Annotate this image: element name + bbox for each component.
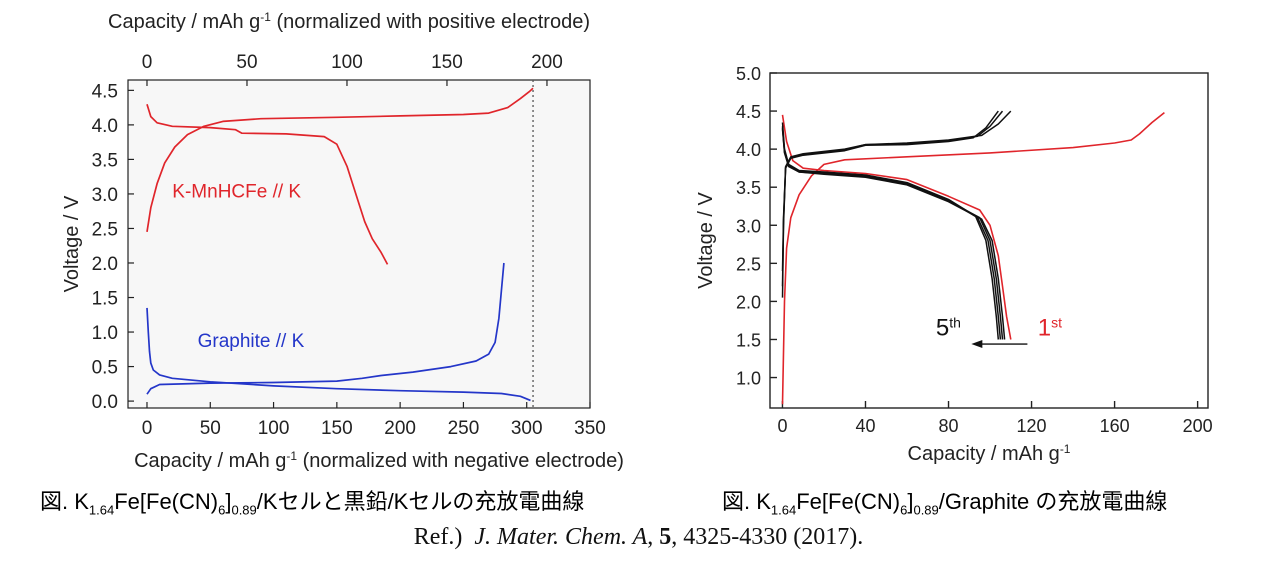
x-tick-label: 100 <box>258 418 290 439</box>
series-line-2 <box>146 103 389 265</box>
cycle-label: 5th <box>936 315 961 342</box>
y-tick-label: 2.0 <box>736 292 761 312</box>
series-annotation: K-MnHCFe // K <box>172 181 301 202</box>
series-line-3 <box>146 307 531 402</box>
y-axis-label: Voltage / V <box>695 191 717 288</box>
y-tick-label: 2.5 <box>736 254 761 274</box>
top-x-tick-label: 50 <box>236 52 257 73</box>
top-x-axis-label: Capacity / mAh g-1 (normalized with posi… <box>108 10 590 33</box>
x-tick-label: 0 <box>142 418 153 439</box>
plot-frame <box>127 79 591 409</box>
x-tick-label: 350 <box>574 418 606 439</box>
top-x-tick-label: 200 <box>531 52 563 73</box>
x-tick-label: 120 <box>1017 416 1047 436</box>
x-tick-label: 80 <box>939 416 959 436</box>
left-chart: 0 50 100 150 200 250 300 350 0 50 100 150 200 0.0 0.5 1… <box>61 10 624 472</box>
left-caption: 図. K1.64Fe[Fe(CN)6]0.89/Kセルと黒鉛/Kセルの充放電曲線 <box>40 489 585 518</box>
y-tick-label: 0.5 <box>92 358 118 379</box>
series-line-5 <box>781 110 1012 272</box>
series-line-1 <box>781 111 1165 405</box>
series-annotation: Graphite // K <box>198 331 305 352</box>
series-line-4 <box>146 262 505 395</box>
y-axis-label: Voltage / V <box>61 195 83 292</box>
top-x-tick-label: 100 <box>331 52 363 73</box>
cycle-arrow-head <box>971 340 983 349</box>
cycle-label: 1st <box>1038 315 1062 342</box>
x-tick-label: 200 <box>1183 416 1213 436</box>
y-tick-label: 1.0 <box>92 323 118 344</box>
y-tick-label: 2.0 <box>92 254 118 275</box>
x-tick-label: 0 <box>777 416 787 436</box>
reference-line: Ref.) J. Mater. Chem. A, 5, 4325-4330 (2… <box>413 524 864 550</box>
right-caption: 図. K1.64Fe[Fe(CN)6]0.89/Graphite の充放電曲線 <box>722 489 1168 518</box>
y-tick-label: 5.0 <box>736 64 761 84</box>
x-tick-label: 300 <box>511 418 543 439</box>
series-line-2 <box>781 114 1012 340</box>
x-tick-label: 160 <box>1100 416 1130 436</box>
top-x-tick-label: 150 <box>431 52 463 73</box>
x-tick-label: 50 <box>200 418 221 439</box>
y-tick-label: 1.5 <box>736 330 761 350</box>
y-tick-label: 0.0 <box>92 392 118 413</box>
top-x-tick-label: 0 <box>142 52 153 73</box>
right-chart: 0 40 80 120 160 200 1.0 1.5 2.0 2.5 3.0 3.5 4.0 4.5 5.… <box>695 64 1213 465</box>
y-tick-label: 2.5 <box>92 219 118 240</box>
y-tick-label: 4.5 <box>736 102 761 122</box>
y-tick-label: 4.0 <box>92 116 118 137</box>
y-tick-label: 4.0 <box>736 140 761 160</box>
y-tick-label: 1.5 <box>92 289 118 310</box>
x-tick-label: 250 <box>448 418 480 439</box>
x-tick-label: 200 <box>384 418 416 439</box>
x-tick-label: 150 <box>321 418 353 439</box>
series-line-9 <box>781 129 1006 340</box>
y-tick-label: 3.0 <box>736 216 761 236</box>
x-axis-label: Capacity / mAh g-1 (normalized with nega… <box>134 449 624 472</box>
series-line-1 <box>146 87 534 233</box>
y-tick-label: 4.5 <box>92 81 118 102</box>
y-tick-label: 3.5 <box>92 150 118 171</box>
y-tick-label: 3.0 <box>92 185 118 206</box>
plot-frame <box>769 72 1209 409</box>
x-tick-label: 40 <box>855 416 875 436</box>
x-axis-label: Capacity / mAh g-1 <box>908 442 1071 465</box>
y-tick-label: 1.0 <box>736 369 761 389</box>
y-tick-label: 3.5 <box>736 178 761 198</box>
